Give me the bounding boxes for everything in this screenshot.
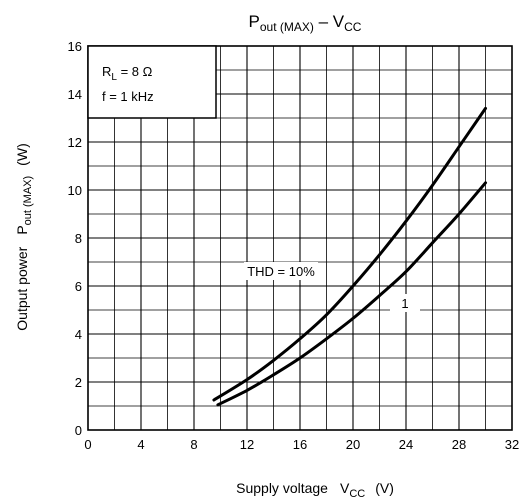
grid — [87, 45, 513, 431]
y-tick-label: 0 — [75, 423, 82, 438]
y-tick-label: 4 — [75, 327, 82, 342]
y-tick-label: 16 — [68, 39, 82, 54]
y-tick-label: 8 — [75, 231, 82, 246]
series-line-thd-10 — [212, 106, 487, 402]
frequency-label: f = 1 kHz — [102, 89, 154, 104]
x-tick-label: 16 — [293, 437, 307, 452]
y-tick-label: 10 — [68, 183, 82, 198]
x-tick-label: 0 — [84, 437, 91, 452]
y-tick-label: 14 — [68, 87, 82, 102]
x-tick-label: 4 — [137, 437, 144, 452]
x-axis-label: Supply voltage VCC (V) — [236, 480, 394, 500]
x-tick-label: 8 — [190, 437, 197, 452]
curves — [212, 106, 487, 407]
thd10-label: THD = 10% — [247, 264, 315, 279]
chart-title: Pout (MAX) – VCC — [249, 12, 362, 34]
x-tick-label: 32 — [505, 437, 519, 452]
x-tick-label: 24 — [399, 437, 413, 452]
conditions-box — [87, 45, 217, 119]
y-tick-label: 2 — [75, 375, 82, 390]
thd10-label-bg — [244, 262, 318, 280]
load-resistance-label: RL = 8 Ω — [102, 64, 153, 83]
plot-frame — [87, 45, 513, 431]
y-tick-label: 12 — [68, 135, 82, 150]
x-tick-label: 20 — [346, 437, 360, 452]
x-tick-label: 12 — [240, 437, 254, 452]
y-tick-label: 6 — [75, 279, 82, 294]
y-axis-label: Output powerPout (MAX)(W) — [14, 143, 34, 330]
thd1-label: 1 — [401, 296, 408, 311]
x-tick-label: 28 — [452, 437, 466, 452]
series-line-thd-1 — [216, 181, 487, 407]
thd1-label-bg — [390, 294, 420, 312]
